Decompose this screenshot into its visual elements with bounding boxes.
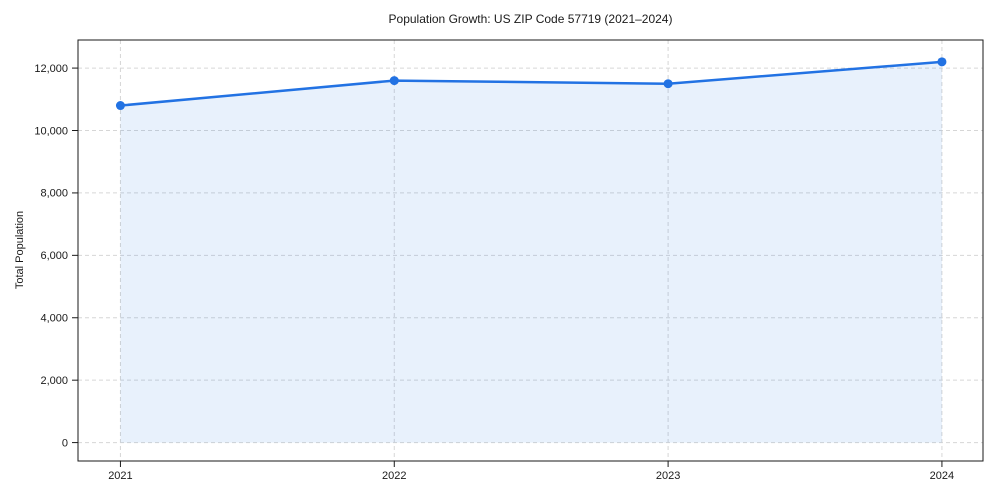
x-tick-label: 2024 <box>930 470 954 482</box>
y-tick-label: 6,000 <box>40 250 68 262</box>
y-tick-label: 10,000 <box>34 125 68 137</box>
x-tick-label: 2021 <box>108 470 132 482</box>
y-tick-label: 12,000 <box>34 63 68 75</box>
chart-title: Population Growth: US ZIP Code 57719 (20… <box>388 12 673 26</box>
y-tick-label: 0 <box>62 437 68 449</box>
y-tick-label: 2,000 <box>40 375 68 387</box>
y-tick-label: 8,000 <box>40 188 68 200</box>
data-point-2022 <box>389 76 399 86</box>
data-point-2024 <box>937 57 947 67</box>
area-fill <box>120 61 942 443</box>
x-tick-label: 2022 <box>382 470 406 482</box>
data-point-2023 <box>663 79 673 89</box>
y-tick-label: 4,000 <box>40 313 68 325</box>
x-tick-label: 2023 <box>656 470 680 482</box>
series-line <box>119 60 944 107</box>
data-point-2021 <box>115 101 125 111</box>
plot-border <box>77 39 984 462</box>
